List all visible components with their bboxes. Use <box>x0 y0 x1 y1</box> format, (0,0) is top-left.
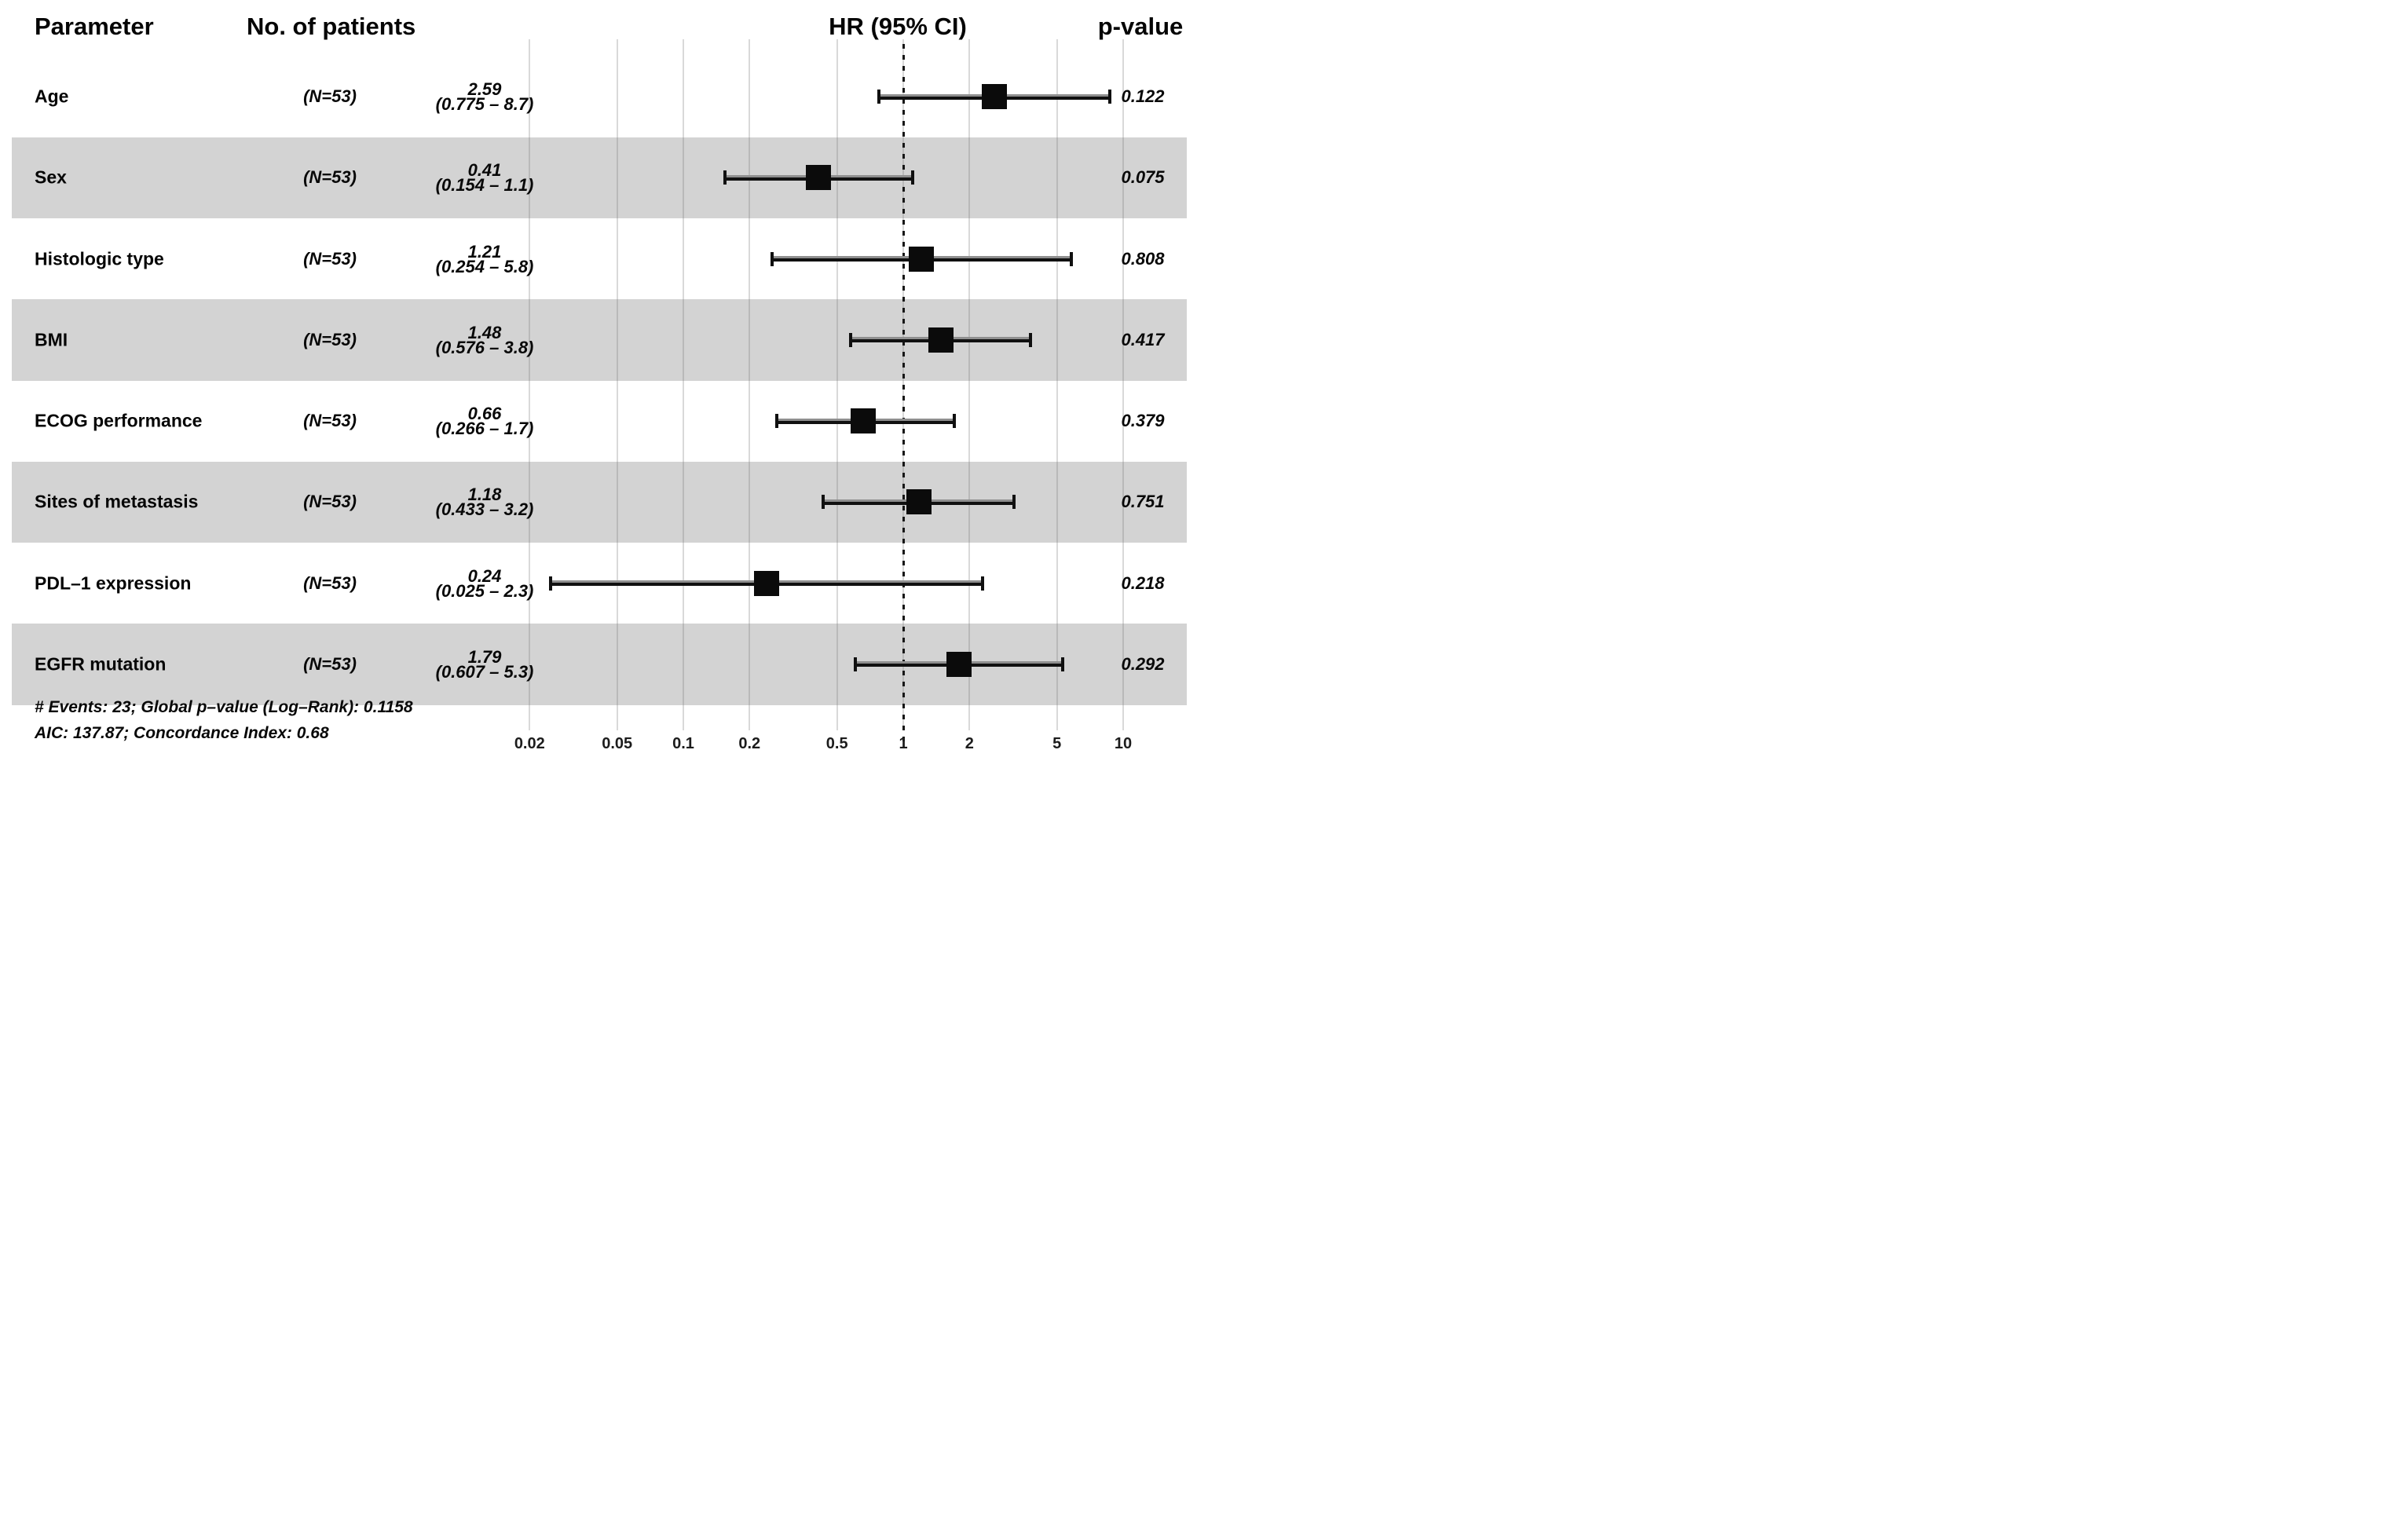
gridline <box>616 39 618 730</box>
x-tick-label: 0.02 <box>514 735 545 752</box>
gridline <box>836 39 838 730</box>
row-p-value: 0.122 <box>1121 86 1165 107</box>
row-n-patients: (N=53) <box>303 86 357 107</box>
row-p-value: 0.292 <box>1121 653 1165 674</box>
row-p-value: 0.417 <box>1121 329 1165 349</box>
x-tick-label: 10 <box>1114 735 1133 752</box>
hr-ci-text: (0.154 – 1.1) <box>435 175 534 196</box>
gridline <box>683 39 684 730</box>
hr-ci-text: (0.025 – 2.3) <box>435 580 534 601</box>
hr-ci-text: (0.433 – 3.2) <box>435 499 534 520</box>
reference-line <box>902 44 905 743</box>
row-hr-estimate: 0.41 (0.154 – 1.1) <box>435 160 534 196</box>
row-parameter-label: EGFR mutation <box>35 653 167 675</box>
row-parameter-label: PDL–1 expression <box>35 572 192 594</box>
header-p-value: p-value <box>1097 13 1184 40</box>
hr-ci-text: (0.607 – 5.3) <box>435 661 534 682</box>
row-n-patients: (N=53) <box>303 248 357 269</box>
row-p-value: 0.751 <box>1121 492 1165 512</box>
x-tick-label: 1 <box>899 735 908 752</box>
footnote-aic: AIC: 137.87; Concordance Index: 0.68 <box>35 724 329 742</box>
hr-marker <box>928 327 954 353</box>
x-tick-label: 0.05 <box>602 735 633 752</box>
ci-cap-right <box>1108 90 1112 104</box>
hr-value-text: 0.66 <box>467 404 502 424</box>
ci-cap-left <box>549 576 553 591</box>
row-parameter-label: Histologic type <box>35 248 164 269</box>
ci-cap-left <box>822 495 825 510</box>
hr-ci-text: (0.254 – 5.8) <box>435 256 534 276</box>
footnote-events: # Events: 23; Global p–value (Log–Rank):… <box>35 698 413 716</box>
header-no-of-patients: No. of patients <box>247 13 416 40</box>
row-hr-estimate: 1.21 (0.254 – 5.8) <box>435 241 534 276</box>
ci-cap-left <box>848 332 852 347</box>
x-tick-label: 0.5 <box>825 735 848 752</box>
hr-marker <box>906 489 932 515</box>
hr-marker <box>981 84 1007 110</box>
gridline <box>1122 39 1124 730</box>
ci-cap-left <box>774 414 778 429</box>
row-hr-estimate: 1.48 (0.576 – 3.8) <box>435 322 534 357</box>
gridline <box>1056 39 1058 730</box>
gridline <box>529 39 531 730</box>
ci-cap-left <box>854 657 858 671</box>
row-parameter-label: Sex <box>35 166 67 188</box>
gridline <box>749 39 751 730</box>
row-p-value: 0.075 <box>1121 167 1165 188</box>
ci-cap-left <box>771 251 774 266</box>
row-hr-estimate: 1.79 (0.607 – 5.3) <box>435 646 534 682</box>
hr-marker <box>909 246 935 272</box>
gridline <box>968 39 971 730</box>
ci-cap-left <box>877 90 880 104</box>
hr-marker <box>851 408 877 434</box>
row-parameter-label: BMI <box>35 329 68 350</box>
ci-cap-right <box>1069 251 1073 266</box>
hr-value-text: 0.41 <box>467 160 502 181</box>
row-hr-estimate: 2.59 (0.775 – 8.7) <box>435 79 534 115</box>
row-n-patients: (N=53) <box>303 411 357 431</box>
hr-value-text: 1.21 <box>467 241 502 262</box>
ci-cap-right <box>952 414 956 429</box>
header-parameter: Parameter <box>35 13 154 40</box>
hr-ci-text: (0.266 – 1.7) <box>435 419 534 439</box>
hr-value-text: 1.48 <box>467 322 502 342</box>
row-hr-estimate: 0.24 (0.025 – 2.3) <box>435 565 534 601</box>
hr-value-text: 1.79 <box>467 646 502 667</box>
x-tick-label: 0.1 <box>672 735 694 752</box>
row-n-patients: (N=53) <box>303 329 357 349</box>
row-n-patients: (N=53) <box>303 572 357 593</box>
hr-ci-text: (0.775 – 8.7) <box>435 94 534 115</box>
x-tick-label: 2 <box>965 735 974 752</box>
hr-value-text: 2.59 <box>467 79 502 100</box>
row-parameter-label: Sites of metastasis <box>35 491 199 512</box>
ci-cap-right <box>910 170 914 185</box>
ci-cap-right <box>1029 332 1033 347</box>
row-parameter-label: ECOG performance <box>35 410 203 431</box>
hr-marker <box>946 651 972 677</box>
forest-plot: Parameter No. of patients HR (95% CI) p-… <box>0 0 1197 770</box>
row-parameter-label: Age <box>35 86 69 107</box>
hr-ci-text: (0.576 – 3.8) <box>435 337 534 357</box>
ci-cap-right <box>1012 495 1016 510</box>
hr-marker <box>754 570 780 596</box>
x-tick-label: 0.2 <box>738 735 761 752</box>
header-hr-ci: HR (95% CI) <box>829 13 967 40</box>
ci-cap-right <box>1060 657 1064 671</box>
ci-cap-left <box>723 170 727 185</box>
hr-value-text: 0.24 <box>467 565 502 586</box>
row-n-patients: (N=53) <box>303 653 357 674</box>
row-hr-estimate: 1.18 (0.433 – 3.2) <box>435 485 534 520</box>
ci-cap-right <box>981 576 985 591</box>
hr-value-text: 1.18 <box>467 485 502 505</box>
x-tick-label: 5 <box>1052 735 1062 752</box>
row-p-value: 0.218 <box>1121 572 1165 593</box>
row-band <box>12 137 1187 218</box>
hr-marker <box>805 165 831 191</box>
row-n-patients: (N=53) <box>303 492 357 512</box>
row-p-value: 0.808 <box>1121 248 1165 269</box>
row-hr-estimate: 0.66 (0.266 – 1.7) <box>435 404 534 439</box>
row-n-patients: (N=53) <box>303 167 357 188</box>
row-p-value: 0.379 <box>1121 411 1165 431</box>
